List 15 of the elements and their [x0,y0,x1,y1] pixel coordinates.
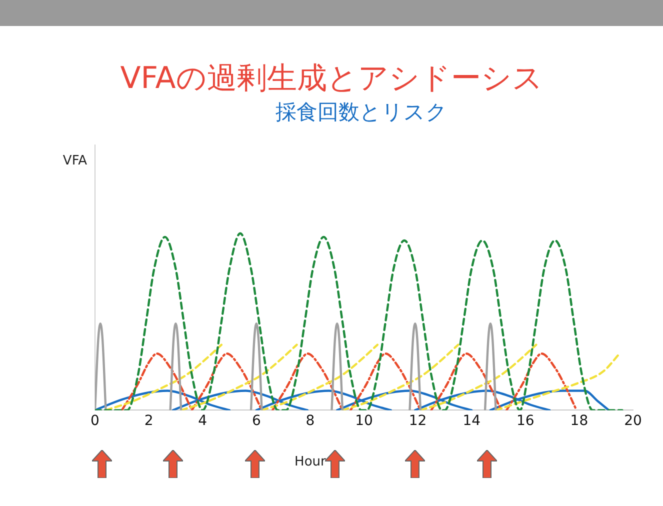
chart-subtitle: 採食回数とリスク [274,99,448,126]
x-tick-label: 0 [90,413,100,430]
chart-title: VFAの過剰生成とアシドーシス [119,60,544,98]
x-tick-label: 4 [198,413,208,430]
x-tick-label: 8 [306,413,315,430]
x-tick-label: 16 [516,413,534,430]
x-tick-label: 6 [252,413,261,430]
x-tick-label: 18 [570,413,588,430]
x-tick-label: 12 [408,413,427,430]
x-tick-label: 20 [624,413,642,430]
x-axis-title: Hour [294,454,327,470]
x-tick-label: 2 [144,413,154,430]
text: VFA [62,153,88,168]
x-tick-label: 14 [462,413,481,430]
x-tick-label: 10 [355,413,373,430]
